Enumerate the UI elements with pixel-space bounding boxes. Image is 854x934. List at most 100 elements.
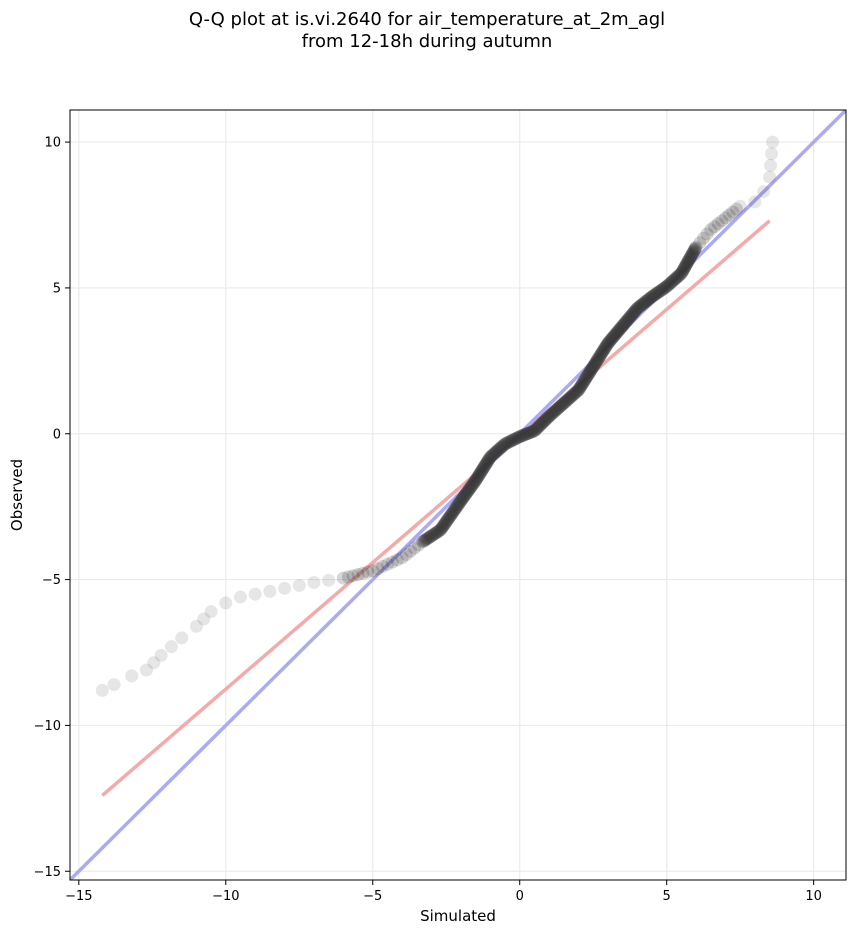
quantile-point [453,495,467,509]
quantile-point [764,158,778,172]
quantile-point [550,402,564,416]
quantile-point [696,231,710,245]
quantile-point [613,322,627,336]
quantile-point [452,496,466,510]
quantile-point [682,253,696,267]
quantile-point [447,504,461,518]
quantile-point [488,446,502,460]
quantile-point [646,289,660,303]
quantile-point [422,531,436,544]
quantile-point [346,569,360,583]
quantile-point [625,308,639,322]
quantile-point [460,485,474,499]
quantile-point [469,473,483,487]
quantile-point [662,277,676,291]
quantile-point [564,390,578,404]
quantile-point [418,533,432,547]
quantile-point [525,425,539,439]
quantile-point [466,477,480,491]
quantile-point [432,524,446,538]
quantile-point [681,255,695,269]
quantile-point [605,332,619,346]
quantile-point [643,291,657,305]
quantile-point [647,288,661,302]
quantile-point [506,433,520,447]
quantile-point [420,532,434,546]
quantile-point [635,298,649,312]
grid-lines [70,110,846,880]
quantile-point [518,428,532,442]
quantile-point [590,354,604,368]
quantile-point [665,274,679,288]
quantile-point [541,410,555,424]
quantile-point [603,334,617,348]
quantile-point [542,409,556,423]
quantile-point [484,449,498,463]
quantile-point [624,309,638,323]
quantile-point [477,460,491,474]
quantile-point [628,305,642,319]
quantile-point [472,469,486,483]
quantile-point [470,471,484,485]
quantile-point [442,511,456,525]
quantile-point [592,350,606,364]
quantile-point [649,287,663,301]
quantile-point [677,261,691,275]
quantile-point [644,291,658,305]
quantile-point [688,243,702,257]
quantile-point [263,584,277,598]
quantile-point [457,490,471,504]
quantile-point [474,465,488,479]
quantile-point [675,265,689,279]
quantile-point [561,392,575,406]
quantile-point [465,478,479,492]
quantile-point [595,345,609,359]
quantile-point [494,441,508,455]
quantile-point [664,275,678,289]
quantile-point [522,426,536,440]
quantile-point [441,512,455,526]
quantile-point [676,264,690,278]
quantile-point [517,428,531,442]
quantile-point [655,283,669,297]
quantile-point [502,435,516,449]
quantile-point [371,562,385,576]
quantile-point [463,482,477,496]
quantile-point [604,333,618,347]
quantile-point [147,656,161,670]
quantile-point [450,500,464,514]
quantile-point [663,276,677,290]
quantile-point [527,424,541,438]
identity-line [70,110,846,880]
quantile-point [534,418,548,432]
quantile-point [568,386,582,400]
quantile-point [684,249,698,263]
quantile-point [573,381,587,395]
quantile-point [446,505,460,519]
quantile-point [636,297,650,311]
quantile-point [547,405,561,419]
quantile-point [707,220,721,234]
quantile-point [457,489,471,503]
quantile-point [490,444,504,458]
quantile-point [594,347,608,361]
quantile-point [451,497,465,511]
quantile-point [514,429,528,443]
quantile-point [164,640,178,654]
quantile-point [509,432,523,446]
quantile-point [602,335,616,349]
quantile-point [154,648,168,662]
quantile-point [492,442,506,456]
quantile-point [107,678,121,692]
quantile-point [435,521,449,535]
quantile-point [555,398,569,412]
y-tick-label: 0 [53,427,61,442]
quantile-point [592,351,606,365]
quantile-point [546,406,560,420]
quantile-point [748,195,762,209]
y-tick-label: 5 [53,281,61,296]
quantile-point [475,464,489,478]
quantile-point [574,379,588,393]
quantile-point [322,573,336,587]
